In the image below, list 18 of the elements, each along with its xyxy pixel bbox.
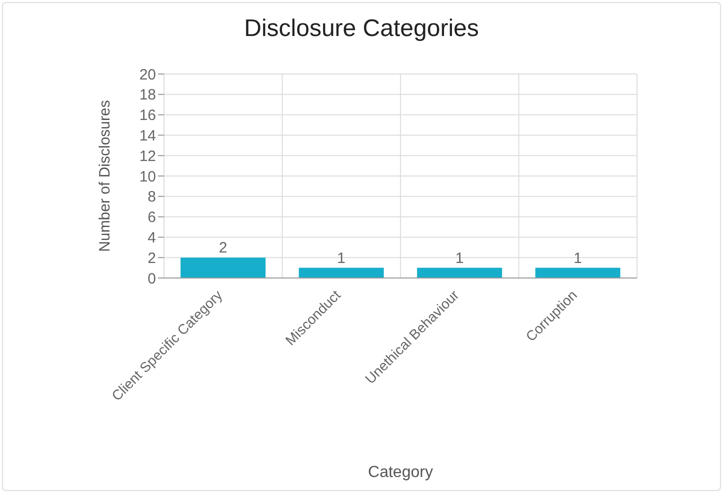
y-tick-label: 14 (139, 128, 156, 145)
y-tick-label: 18 (139, 86, 156, 104)
data-label: 1 (337, 250, 346, 267)
y-tick-label: 20 (139, 66, 156, 84)
y-tick-label: 2 (148, 250, 156, 267)
y-tick-label: 12 (139, 148, 156, 165)
x-axis-title: Category (367, 464, 434, 482)
y-axis-title: Number of Disclosures (96, 100, 114, 252)
data-label: 2 (218, 240, 228, 257)
data-label: 1 (574, 250, 582, 267)
y-tick-label: 8 (148, 188, 156, 206)
y-tick-label: 10 (139, 168, 156, 186)
y-tick-label: 16 (139, 107, 156, 124)
chart-title: Disclosure Categories (243, 15, 480, 43)
y-tick-label: 0 (148, 270, 156, 288)
y-tick-label: 6 (148, 209, 156, 226)
y-tick-label: 4 (148, 230, 156, 247)
data-label: 1 (455, 250, 464, 267)
